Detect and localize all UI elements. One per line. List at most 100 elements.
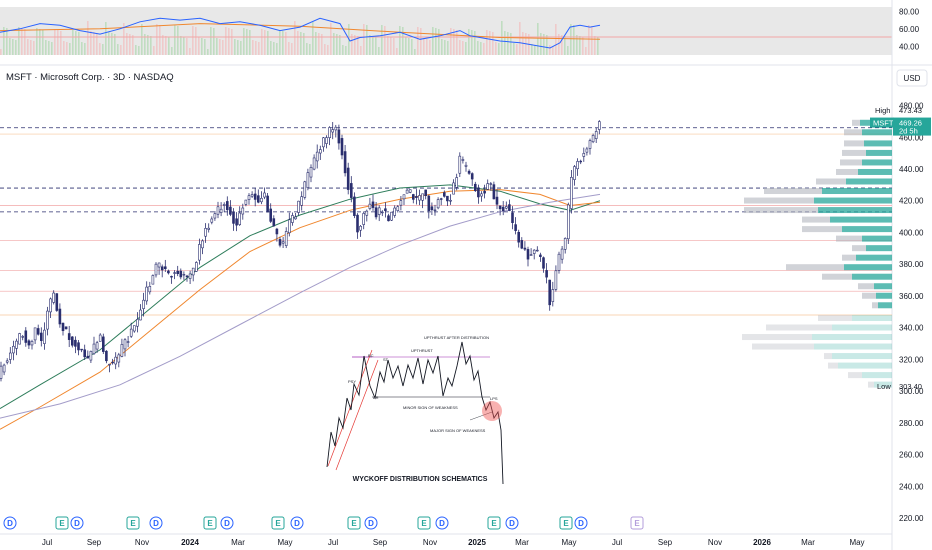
candle-body [542,257,545,269]
dividend-marker[interactable]: D [149,516,163,530]
rsi-volume-bar [12,39,14,55]
rsi-volume-bar [252,40,254,55]
rsi-volume-bar [480,42,482,55]
earnings-marker[interactable]: E [559,516,573,530]
rsi-volume-bar [102,44,104,55]
rsi-volume-bar [429,40,431,55]
rsi-volume-bar [450,28,452,55]
candle-body [74,339,77,347]
rsi-volume-bar [15,40,17,55]
wyckoff-upthrust-label: UPTHRUST AFTER DISTRIBUTION [424,335,489,340]
candle-body [532,249,536,254]
time-tick: Jul [612,538,622,547]
profile-up-bar [878,302,892,309]
earnings-marker[interactable]: E [630,516,644,530]
rsi-volume-bar [240,41,242,55]
rsi-volume-bar [225,27,227,55]
dividend-marker-circle [70,516,84,530]
earnings-marker[interactable]: E [55,516,69,530]
time-tick: Mar [515,538,529,547]
price-axis[interactable]: 480.00 460.00 440.00 420.00 400.00 380.00 360.… [899,102,924,524]
rsi-volume-bar [396,48,398,55]
candle-body [501,206,505,212]
dividend-marker[interactable]: D [435,516,449,530]
rsi-volume-bar [231,29,233,55]
earnings-marker-box [559,516,573,530]
wyckoff-lps-highlight [482,401,502,421]
rsi-volume-bar [573,25,575,55]
candle-body [399,200,403,206]
event-letter: D [7,519,13,528]
event-letter: E [351,519,357,528]
dividend-marker[interactable]: D [505,516,519,530]
rsi-volume-bar [72,30,74,55]
dividend-marker[interactable]: D [574,516,588,530]
dividend-marker[interactable]: D [3,516,17,530]
rsi-volume-bar [51,42,53,55]
candle-body [318,149,322,154]
candle-body [511,212,514,223]
earnings-marker[interactable]: E [417,516,431,530]
candle-body [576,161,579,170]
rsi-volume-bar [408,38,410,55]
rsi-volume-bar [420,28,422,55]
earnings-marker-box [487,516,501,530]
candle-body [269,208,273,222]
earnings-marker[interactable]: E [487,516,501,530]
earnings-marker-box [55,516,69,530]
rsi-line [0,17,601,49]
candle-body [129,328,133,337]
earnings-marker[interactable]: E [271,516,285,530]
rsi-volume-bar [192,26,194,55]
candle-body [55,293,59,311]
dividend-marker[interactable]: D [364,516,378,530]
rsi-volume-bar [114,34,116,55]
earnings-marker[interactable]: E [126,516,140,530]
profile-down-bar [848,372,862,379]
candle-body [411,194,415,200]
event-letter: D [74,519,80,528]
wyckoff-annotation: UPTHRUST AFTER DISTRIBUTION UPTHRUST BC … [326,335,504,485]
profile-up-bar [876,292,892,299]
rsi-volume-bar [108,32,110,55]
candle-body [291,215,294,223]
rsi-volume-bar [132,35,134,55]
rsi-volume-bar [234,39,236,55]
rsi-volume-bar [207,49,209,55]
dividend-marker[interactable]: D [220,516,234,530]
time-axis[interactable]: Jul Sep Nov 2024 Mar May Jul Sep Nov 2025 Mar May Ju… [42,538,865,547]
candle-body [98,334,102,342]
event-letter: E [421,519,427,528]
earnings-marker[interactable]: E [347,516,361,530]
candle-body [520,240,524,249]
event-letter: D [224,519,230,528]
price-tick: 480.00 [899,102,924,111]
profile-up-bar [852,273,892,280]
event-letter: E [275,519,281,528]
candle-body [498,205,502,210]
time-tick: Jul [328,538,338,547]
wyckoff-psy-label: PSY [348,379,356,384]
rsi-volume-bar [75,31,77,55]
candle-body [12,345,15,354]
rsi-volume-bar [390,37,392,55]
candle-body [176,270,179,275]
wyckoff-ar-label: AR [373,395,379,400]
profile-down-bar [766,324,832,331]
rsi-volume-bar [591,26,593,55]
candle-body [458,155,462,174]
earnings-marker[interactable]: E [203,516,217,530]
profile-up-bar [864,140,892,147]
rsi-axis: 80.00 60.00 40.00 [899,7,920,51]
rsi-volume-bar [579,36,581,55]
rsi-tick: 40.00 [899,42,920,51]
dividend-marker[interactable]: D [290,516,304,530]
rsi-volume-bar [375,37,377,55]
dividend-marker[interactable]: D [70,516,84,530]
price-tick: 280.00 [899,419,924,428]
currency-selector[interactable]: USD [896,69,928,87]
price-tick: 380.00 [899,260,924,269]
